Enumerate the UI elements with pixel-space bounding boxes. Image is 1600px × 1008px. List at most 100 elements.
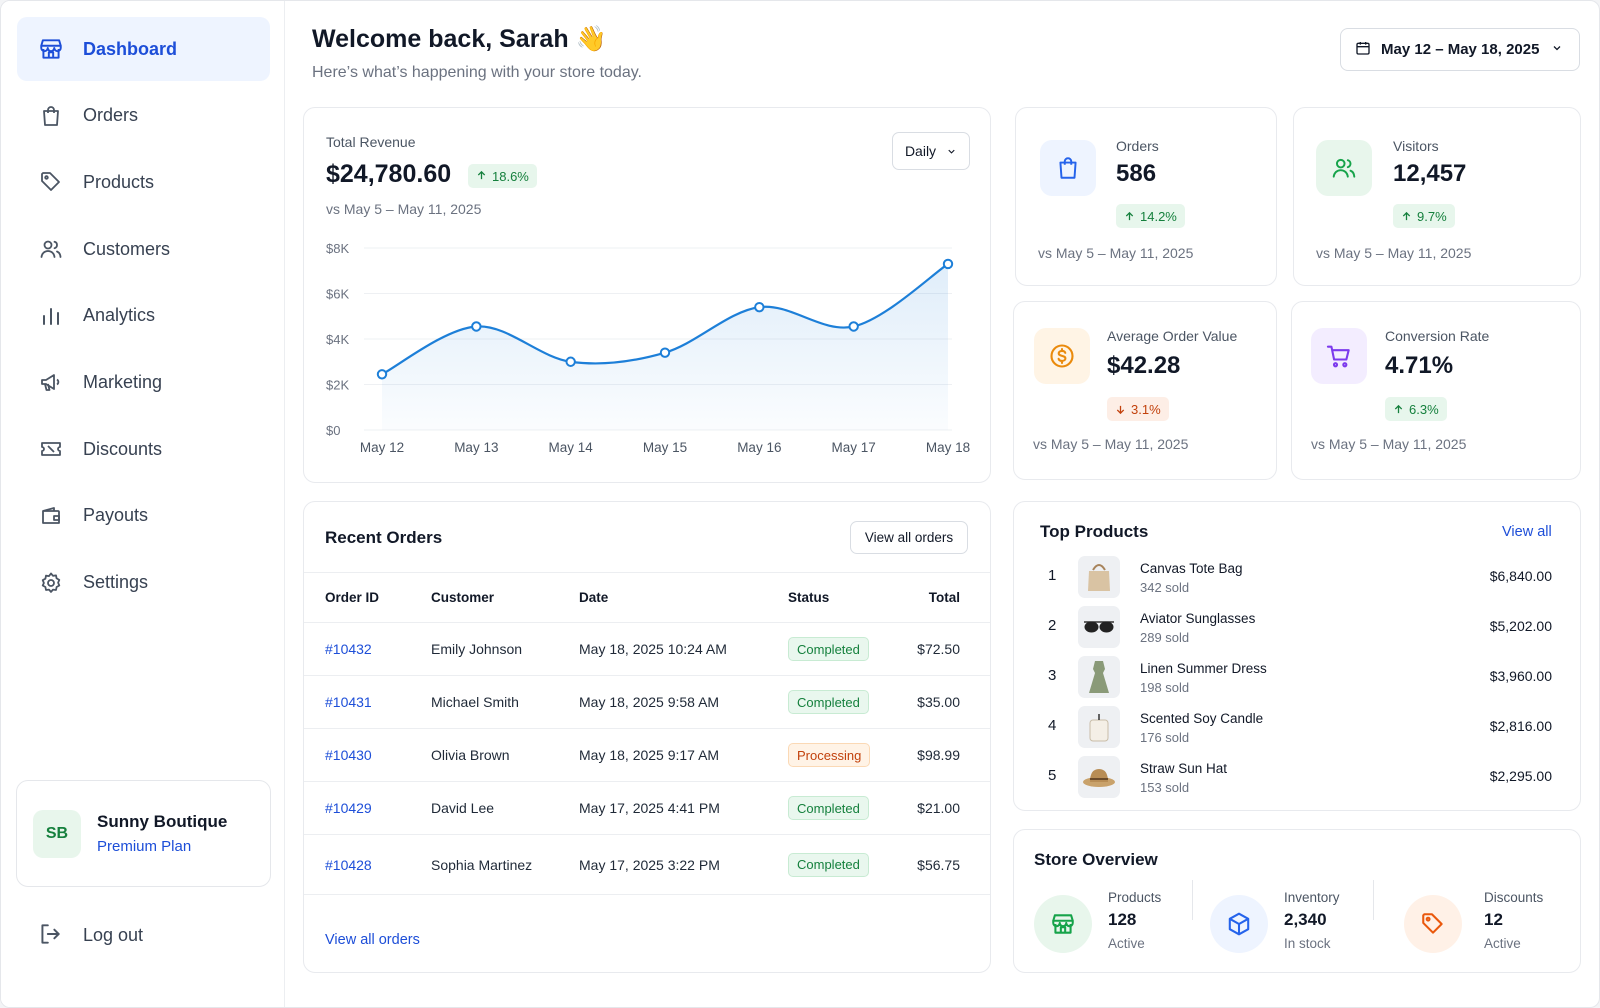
- sidebar-item-label: Payouts: [83, 505, 149, 526]
- order-id-link[interactable]: #10432: [325, 641, 372, 657]
- arrow-up-icon: [476, 169, 487, 184]
- gear-icon: [37, 569, 65, 597]
- overview-sub: In stock: [1284, 936, 1331, 951]
- overview-value: 128: [1108, 910, 1137, 929]
- list-item[interactable]: 4 Scented Soy Candle 176 sold $2,816.00: [1014, 703, 1580, 753]
- sidebar-item-analytics[interactable]: Analytics: [17, 284, 270, 348]
- table-row[interactable]: #10428 Sophia Martinez May 17, 2025 3:22…: [304, 835, 990, 895]
- sidebar-item-orders[interactable]: Orders: [17, 84, 270, 148]
- list-item[interactable]: 2 Aviator Sunglasses 289 sold $5,202.00: [1014, 603, 1580, 653]
- kpi-change: 6.3%: [1409, 401, 1439, 417]
- x-tick-label: May 13: [454, 440, 498, 455]
- arrow-down-icon: [1116, 405, 1125, 414]
- kpi-label: Conversion Rate: [1385, 328, 1490, 344]
- table-row[interactable]: #10432 Emily Johnson May 18, 2025 10:24 …: [304, 623, 990, 676]
- kpi-label: Visitors: [1393, 138, 1439, 154]
- product-sold: 289 sold: [1140, 630, 1190, 645]
- kpi-value: 586: [1116, 160, 1157, 187]
- sidebar-item-marketing[interactable]: Marketing: [17, 350, 270, 414]
- table-row[interactable]: #10430 Olivia Brown May 18, 2025 9:17 AM…: [304, 729, 990, 782]
- store-plan: Premium Plan: [97, 838, 192, 855]
- sidebar-item-customers[interactable]: Customers: [17, 217, 270, 281]
- product-name: Canvas Tote Bag: [1140, 561, 1243, 576]
- view-all-orders-link[interactable]: View all orders: [325, 932, 420, 948]
- product-sold: 198 sold: [1140, 680, 1190, 695]
- kpi-compare: vs May 5 – May 11, 2025: [1316, 245, 1472, 261]
- date-range-button[interactable]: May 12 – May 18, 2025: [1340, 28, 1580, 71]
- shopping-bag-icon: [37, 102, 65, 130]
- order-date: May 18, 2025 9:17 AM: [579, 747, 720, 763]
- data-point: [659, 347, 671, 358]
- kpi-change-badge: 14.2%: [1116, 204, 1185, 228]
- bar-chart-icon: [37, 302, 65, 330]
- kpi-card-visitors: Visitors 12,457 9.7% vs May 5 – May 11, …: [1293, 107, 1581, 286]
- wallet-icon: [37, 502, 65, 530]
- revenue-change: 18.6%: [492, 168, 529, 184]
- y-tick-label: $6K: [326, 287, 349, 302]
- top-products-card: Top Products View all 1 Canvas Tote Bag …: [1013, 501, 1581, 811]
- data-point: [848, 321, 859, 332]
- product-sold: 176 sold: [1140, 730, 1190, 745]
- x-tick-label: May 18: [926, 440, 970, 455]
- series-area: [382, 263, 948, 430]
- data-point: [942, 258, 954, 270]
- sidebar-item-dashboard[interactable]: Dashboard: [17, 17, 270, 81]
- list-item[interactable]: 5 Straw Sun Hat 153 sold $2,295.00: [1014, 753, 1580, 803]
- order-id-link[interactable]: #10431: [325, 694, 372, 710]
- x-tick-label: May 17: [832, 440, 876, 455]
- sidebar-item-settings[interactable]: Settings: [17, 551, 270, 615]
- data-point: [471, 321, 482, 332]
- store-overview-card: Store Overview Products 128 Active Inven…: [1013, 829, 1581, 973]
- store-card[interactable]: SB Sunny Boutique Premium Plan: [16, 780, 271, 887]
- order-id-link[interactable]: #10430: [325, 747, 372, 763]
- top-products-title: Top Products: [1040, 522, 1149, 541]
- sidebar-item-products[interactable]: Products: [17, 150, 270, 214]
- logout-icon: [37, 921, 65, 949]
- sidebar-item-payouts[interactable]: Payouts: [17, 484, 270, 548]
- sidebar-item-label: Products: [83, 171, 155, 192]
- list-item[interactable]: 3 Linen Summer Dress 198 sold $3,960.00: [1014, 653, 1580, 703]
- revenue-label: Total Revenue: [326, 134, 416, 150]
- order-total: $21.00: [917, 800, 960, 816]
- view-all-products-link[interactable]: View all: [1502, 524, 1552, 540]
- column-header-status: Status: [788, 590, 830, 605]
- overview-sub: Active: [1108, 936, 1145, 951]
- overview-value: 12: [1484, 910, 1503, 929]
- product-rank: 5: [1048, 767, 1057, 784]
- product-revenue: $3,960.00: [1489, 668, 1552, 684]
- table-row[interactable]: #10429 David Lee May 17, 2025 4:41 PM Co…: [304, 782, 990, 835]
- status-badge: Completed: [788, 690, 869, 714]
- overview-discounts: Discounts 12 Active: [1404, 890, 1564, 956]
- column-header-customer: Customer: [431, 590, 495, 605]
- order-customer: Sophia Martinez: [431, 856, 533, 873]
- column-header-date: Date: [579, 590, 609, 605]
- kpi-change-badge: 6.3%: [1385, 397, 1447, 421]
- period-select[interactable]: Daily: [892, 132, 970, 170]
- order-date: May 18, 2025 10:24 AM: [579, 641, 727, 657]
- kpi-value: 12,457: [1393, 160, 1467, 187]
- candle-icon: [1078, 706, 1120, 748]
- column-header-order-id: Order ID: [325, 590, 380, 605]
- x-tick-label: May 16: [737, 440, 781, 455]
- megaphone-icon: [37, 368, 65, 396]
- sidebar-item-discounts[interactable]: Discounts: [17, 417, 270, 481]
- ticket-icon: [37, 435, 65, 463]
- list-item[interactable]: 1 Canvas Tote Bag 342 sold $6,840.00: [1014, 553, 1580, 603]
- table-row[interactable]: #10431 Michael Smith May 18, 2025 9:58 A…: [304, 676, 990, 729]
- revenue-card: $0 $2K $4K $6K $8K May 12 May 13 May 14 May 15 Ma…: [303, 107, 991, 483]
- page-subtitle: Here’s what’s happening with your store …: [312, 64, 642, 81]
- order-id-link[interactable]: #10429: [325, 800, 372, 816]
- kpi-change: 14.2%: [1140, 208, 1177, 224]
- logout-button[interactable]: Log out: [37, 921, 143, 949]
- data-point: [565, 356, 576, 367]
- store-icon: [37, 35, 65, 63]
- view-all-orders-button[interactable]: View all orders: [850, 521, 968, 554]
- product-name: Scented Soy Candle: [1140, 711, 1264, 726]
- overview-label: Inventory: [1284, 890, 1340, 905]
- divider: [1192, 880, 1193, 920]
- tag-icon: [1404, 895, 1462, 953]
- kpi-value: 4.71%: [1385, 352, 1454, 379]
- order-id-link[interactable]: #10428: [325, 856, 372, 873]
- avatar: SB: [33, 809, 81, 858]
- data-point: [376, 369, 388, 380]
